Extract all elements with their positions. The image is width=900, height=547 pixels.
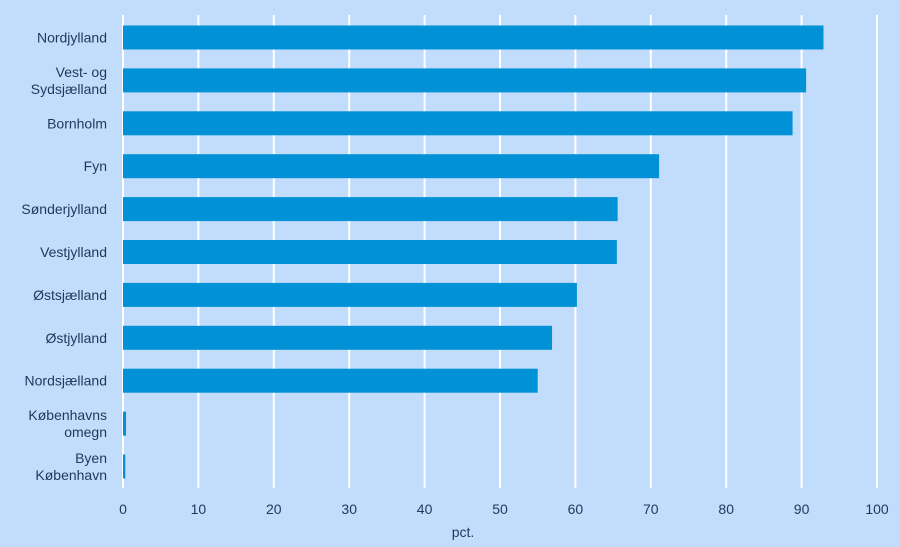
category-label: Østjylland: [46, 330, 107, 346]
x-axis-title: pct.: [452, 524, 475, 540]
x-tick-label: 70: [643, 501, 659, 517]
x-tick-label: 80: [718, 501, 734, 517]
bar: [123, 411, 127, 436]
x-tick-label: 30: [341, 501, 357, 517]
x-tick-label: 50: [492, 501, 508, 517]
category-label: Østsjælland: [33, 287, 107, 303]
category-label: Vest- og Sydsjælland: [31, 64, 107, 97]
category-label: Nordjylland: [37, 30, 107, 46]
category-label: Nordsjælland: [25, 373, 107, 389]
bar: [123, 68, 807, 93]
x-tick-label: 90: [794, 501, 810, 517]
bar: [123, 111, 793, 136]
x-tick-label: 60: [568, 501, 584, 517]
x-tick-label: 20: [266, 501, 282, 517]
bars: [123, 25, 824, 479]
x-tick-labels: 0 10 20 30 40 50 60 70 80 90 100: [119, 501, 889, 517]
category-labels: Nordjylland Vest- og Sydsjælland Bornholm Fy…: [21, 30, 107, 484]
x-tick-label: 10: [191, 501, 207, 517]
bar: [123, 325, 553, 350]
category-label: Vestjylland: [40, 244, 107, 260]
bar: [123, 240, 617, 264]
category-label: Bornholm: [47, 115, 107, 131]
x-tick-label: 40: [417, 501, 433, 517]
x-tick-label: 0: [119, 501, 127, 517]
category-label: Fyn: [84, 158, 107, 174]
bar: [123, 368, 538, 393]
bar: [123, 25, 824, 50]
category-label: Københavns omegn: [28, 407, 107, 440]
bar: [123, 197, 618, 222]
category-label: Sønderjylland: [21, 201, 107, 217]
x-tick-label: 100: [865, 501, 889, 517]
bar: [123, 282, 577, 307]
bar: [123, 154, 660, 179]
category-label: Byen København: [35, 450, 107, 483]
bar: [123, 454, 126, 479]
